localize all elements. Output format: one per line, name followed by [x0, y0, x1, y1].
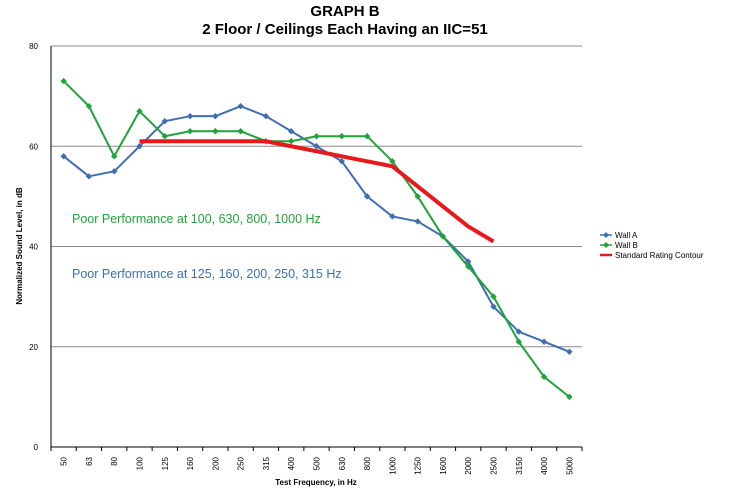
- axes: [50, 46, 583, 451]
- point-wall-b-63: [85, 102, 93, 110]
- annotation-wall-a: Poor Performance at 125, 160, 200, 250, …: [72, 267, 342, 281]
- point-wall-a-200: [212, 112, 219, 120]
- x-tick-label-4000: 4000: [540, 456, 549, 474]
- point-wall-b-2500: [490, 293, 497, 300]
- point-wall-b-200: [212, 128, 219, 135]
- chart-subtitle: 2 Floor / Ceilings Each Having an IIC=51: [202, 21, 488, 38]
- x-tick-label-160: 160: [186, 456, 195, 470]
- legend-item-standard-rating-contour: Standard Rating Contour: [600, 251, 704, 260]
- point-wall-b-160: [186, 128, 194, 135]
- tick-labels: 0 20 40 60 80 50 63 80 100 125 160 200 250 315 400 500 6…: [29, 42, 574, 475]
- x-tick-label-100: 100: [136, 456, 145, 470]
- point-wall-b-630: [338, 133, 345, 140]
- point-wall-b-2000: [465, 263, 472, 270]
- point-wall-b-1600: [439, 233, 447, 240]
- point-wall-a-630: [338, 158, 345, 165]
- point-wall-a-100: [136, 143, 143, 150]
- x-tick-label-3150: 3150: [515, 456, 524, 474]
- y-tick-label-80: 80: [29, 42, 38, 51]
- point-wall-b-100: [136, 107, 143, 115]
- x-tick-label-2500: 2500: [490, 456, 499, 474]
- legend-item-wall-b: Wall B: [600, 241, 638, 250]
- x-tick-label-125: 125: [161, 456, 170, 470]
- point-wall-b-125: [161, 133, 168, 140]
- x-tick-label-63: 63: [85, 456, 94, 465]
- point-wall-a-800: [363, 193, 371, 200]
- y-tick-label-0: 0: [34, 443, 39, 452]
- point-wall-a-80: [111, 168, 118, 175]
- point-wall-b-1000: [389, 158, 396, 165]
- x-tick-label-630: 630: [338, 456, 347, 470]
- x-tick-label-80: 80: [110, 456, 119, 465]
- line-standard-rating-contour: [139, 139, 495, 244]
- line-wall-a: [63, 105, 570, 353]
- x-tick-label-5000: 5000: [565, 456, 574, 474]
- point-wall-a-63: [85, 173, 93, 180]
- point-wall-a-2500: [490, 303, 497, 310]
- y-tick-label-60: 60: [29, 142, 38, 151]
- x-tick-label-1600: 1600: [439, 456, 448, 474]
- point-wall-b-4000: [540, 373, 548, 381]
- x-tick-label-1250: 1250: [414, 456, 423, 474]
- legend-label-wall-b: Wall B: [615, 241, 638, 250]
- point-wall-a-1250: [414, 218, 421, 225]
- point-wall-b-50: [60, 77, 67, 85]
- point-wall-b-500: [313, 133, 320, 140]
- point-wall-b-80: [111, 153, 118, 160]
- gridlines: [51, 45, 582, 448]
- series-standard-rating-contour: [139, 139, 495, 244]
- point-wall-a-250: [237, 102, 244, 110]
- chart-title: GRAPH B: [310, 3, 379, 20]
- y-axis-label: Normalized Sound Level, in dB: [15, 187, 24, 305]
- legend-marker-wall-b: [603, 242, 609, 248]
- y-tick-label-40: 40: [29, 243, 38, 252]
- series-group: [60, 77, 573, 401]
- point-wall-b-5000: [566, 393, 573, 401]
- x-tick-label-2000: 2000: [464, 456, 473, 474]
- point-wall-a-315: [262, 112, 270, 120]
- x-tick-label-1000: 1000: [388, 456, 397, 474]
- legend-label-wall-a: Wall A: [615, 231, 638, 240]
- point-wall-a-400: [288, 128, 295, 135]
- legend-marker-wall-a: [603, 232, 609, 238]
- x-tick-label-315: 315: [262, 456, 271, 470]
- point-wall-b-1250: [414, 193, 421, 200]
- y-tick-label-20: 20: [29, 343, 38, 352]
- point-wall-a-1000: [389, 213, 396, 220]
- series-wall-b: [60, 77, 573, 401]
- legend-item-wall-a: Wall A: [600, 231, 638, 240]
- x-tick-label-250: 250: [237, 456, 246, 470]
- x-tick-label-500: 500: [313, 456, 322, 470]
- point-wall-a-500: [313, 143, 320, 150]
- x-tick-label-200: 200: [211, 456, 220, 470]
- point-wall-b-3150: [515, 338, 522, 345]
- point-wall-b-400: [288, 138, 295, 145]
- point-wall-a-5000: [566, 348, 573, 355]
- annotation-wall-b: Poor Performance at 100, 630, 800, 1000 …: [72, 212, 321, 226]
- line-wall-b: [62, 80, 570, 398]
- point-wall-a-50: [60, 153, 67, 160]
- point-wall-b-250: [237, 128, 244, 135]
- legend-label-standard-rating-contour: Standard Rating Contour: [615, 251, 704, 260]
- point-wall-a-125: [161, 117, 168, 125]
- x-tick-label-400: 400: [287, 456, 296, 470]
- x-tick-label-50: 50: [60, 456, 69, 465]
- point-wall-b-800: [363, 133, 371, 140]
- point-wall-a-3150: [515, 328, 522, 335]
- x-axis-label: Test Frequency, in Hz: [275, 478, 357, 487]
- series-wall-a: [60, 102, 573, 355]
- x-tick-label-800: 800: [363, 456, 372, 470]
- point-wall-a-160: [186, 112, 194, 120]
- point-wall-a-4000: [540, 338, 548, 345]
